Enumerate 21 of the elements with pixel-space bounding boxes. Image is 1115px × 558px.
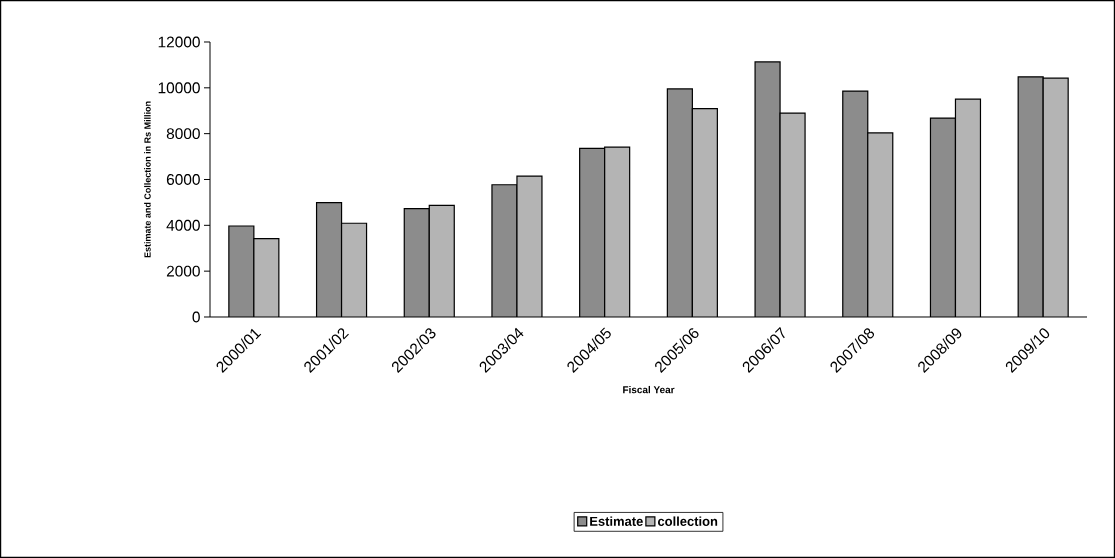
bar — [955, 99, 981, 317]
bar — [1042, 77, 1069, 317]
bar — [692, 108, 718, 317]
bar — [780, 113, 806, 317]
bar — [867, 132, 893, 317]
y-tick-label: 2000 — [166, 265, 200, 277]
y-axis-title: Estimate and Collection in Rs Million — [144, 101, 151, 258]
bar — [429, 205, 455, 317]
y-tick-label: 8000 — [166, 128, 200, 140]
y-tick-label: 12000 — [158, 36, 200, 48]
bar — [253, 238, 279, 317]
bar — [341, 223, 367, 317]
y-tick-label: 4000 — [166, 219, 200, 231]
bar — [604, 147, 630, 317]
legend-label: collection — [657, 516, 718, 526]
y-tick-label: 0 — [192, 311, 200, 323]
legend-label: Estimate — [590, 516, 643, 526]
y-tick-label: 10000 — [158, 82, 200, 94]
x-axis-title: Fiscal Year — [623, 385, 675, 394]
y-tick-label: 6000 — [166, 174, 200, 185]
bar — [516, 176, 542, 317]
